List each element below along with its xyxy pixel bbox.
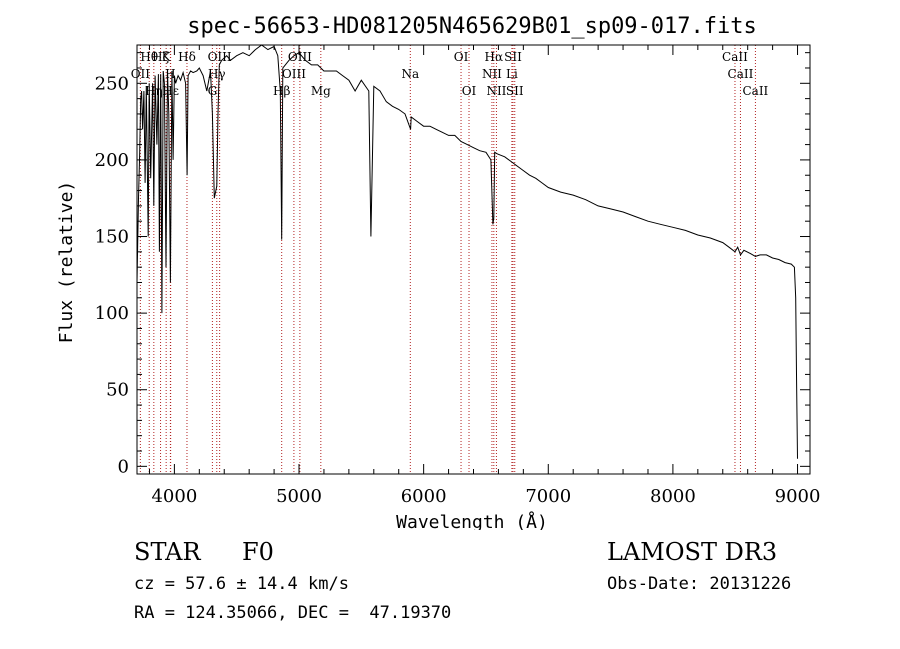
y-tick-label-250: 250 xyxy=(95,73,129,94)
coordinates: RA = 124.35066, DEC = 47.19370 xyxy=(134,603,452,623)
line-label-7: Hδ xyxy=(178,50,196,64)
line-label-11: Hβ xyxy=(273,84,290,98)
line-label-5: H xyxy=(165,67,175,81)
line-label-22: Li xyxy=(506,67,518,81)
line-label-19: NII xyxy=(482,67,502,81)
x-axis-label: Wavelength (Å) xyxy=(396,511,548,530)
x-tick-label-4000: 4000 xyxy=(151,486,197,507)
line-label-10: Hγ xyxy=(208,67,226,81)
line-label-23: SII xyxy=(506,84,524,98)
x-tick-label-8000: 8000 xyxy=(650,486,696,507)
line-label-17: OI xyxy=(462,84,477,98)
line-label-15: Na xyxy=(401,67,419,81)
y-tick-label-200: 200 xyxy=(95,150,129,171)
line-label-2: Hη xyxy=(145,84,163,98)
line-label-14: Mg xyxy=(311,84,331,98)
line-label-16: OI xyxy=(454,50,469,64)
line-label-13: OIII xyxy=(288,50,312,64)
object-subclass: F0 xyxy=(242,538,274,566)
y-tick-label-0: 0 xyxy=(118,456,129,477)
x-tick-label-6000: 6000 xyxy=(401,486,447,507)
spectrum-chart: spec-56653-HD081205N465629B01_sp09-017.f… xyxy=(56,14,821,530)
y-axis-ticks: 0 50 100 150 200 250 xyxy=(95,52,810,477)
chart-title: spec-56653-HD081205N465629B01_sp09-017.f… xyxy=(187,14,757,39)
line-label-8: G xyxy=(208,84,218,98)
line-label-3: Hζ xyxy=(152,50,169,64)
line-label-21: SII xyxy=(504,50,522,64)
line-label-4: K xyxy=(162,50,172,64)
line-label-24: CaII xyxy=(722,50,748,64)
line-label-18: Hα xyxy=(485,50,504,64)
spectrum-line xyxy=(136,44,798,459)
x-axis-ticks: 4000 5000 6000 7000 8000 9000 xyxy=(148,45,821,507)
line-label-1: OII xyxy=(131,67,151,81)
line-label-25: CaII xyxy=(728,67,754,81)
y-tick-label-100: 100 xyxy=(95,303,129,324)
line-label-6: Hε xyxy=(162,84,179,98)
obs-date: Obs-Date: 20131226 xyxy=(607,574,792,594)
x-tick-label-9000: 9000 xyxy=(775,486,821,507)
x-tick-label-7000: 7000 xyxy=(525,486,571,507)
y-tick-label-50: 50 xyxy=(106,380,129,401)
redshift-value: cz = 57.6 ± 14.4 km/s xyxy=(134,574,349,594)
plot-frame xyxy=(136,44,811,475)
survey-name: LAMOST DR3 xyxy=(607,538,778,566)
line-markers xyxy=(139,45,756,474)
y-axis-label: Flux (relative) xyxy=(56,181,77,344)
x-tick-label-5000: 5000 xyxy=(276,486,322,507)
y-tick-label-150: 150 xyxy=(95,227,129,248)
line-label-12: OIII xyxy=(282,67,306,81)
object-class: STAR xyxy=(134,538,201,566)
line-label-26: CaII xyxy=(742,84,768,98)
line-label-0: Hθ xyxy=(140,50,158,64)
line-label-9: OIII xyxy=(208,50,232,64)
line-label-20: NII xyxy=(486,84,506,98)
